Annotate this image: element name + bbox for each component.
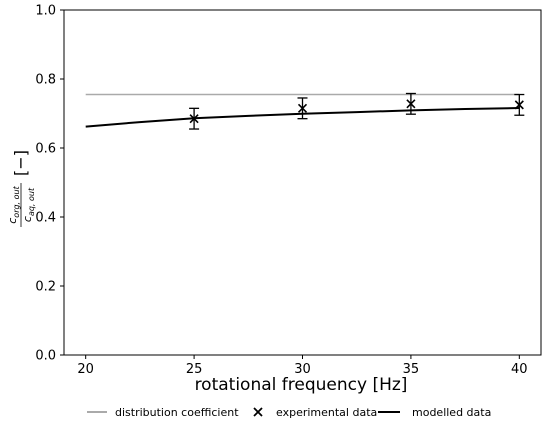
y-label-denominator: c — [21, 216, 34, 222]
legend: distribution coefficient experimental da… — [87, 406, 491, 419]
legend-item-distribution-coefficient: distribution coefficient — [87, 406, 239, 419]
x-tick-label-3: 35 — [403, 362, 420, 377]
y-tick-label-5: 1.0 — [35, 4, 56, 19]
x-marker-stroke-b — [406, 99, 416, 109]
legend-item-modelled-data: modelled data — [378, 406, 491, 419]
series-line-modelled-data — [85, 107, 520, 128]
legend-item-experimental-data: experimental data — [253, 406, 377, 419]
y-label-unit: [−] — [11, 150, 30, 176]
data-point-experimental-data-3 — [514, 93, 525, 116]
x-tick-label-4: 40 — [511, 362, 528, 377]
plot-area — [85, 92, 525, 130]
legend-label-distribution-coefficient: distribution coefficient — [115, 406, 239, 419]
y-tick-label-1: 0.2 — [35, 280, 56, 295]
legend-swatch-experimental-data — [253, 407, 263, 417]
y-label-numerator-sub: org, out — [12, 185, 21, 217]
plot-frame — [63, 9, 542, 356]
y-label-denominator-sub: aq, out — [27, 187, 36, 216]
x-tick-label-0: 20 — [77, 362, 94, 377]
y-label-numerator: c — [6, 218, 19, 224]
y-tick-label-0: 0.0 — [35, 349, 56, 364]
data-point-experimental-data-1 — [297, 97, 308, 120]
y-tick-label-4: 0.8 — [35, 73, 56, 88]
svg-text:caq, out: caq, out — [21, 187, 36, 222]
x-tick-label-2: 30 — [294, 362, 311, 377]
y-axis-label: corg, out caq, out [−] — [6, 150, 36, 227]
svg-text:corg, out: corg, out — [6, 185, 21, 223]
y-tick-label-2: 0.4 — [35, 211, 56, 226]
legend-label-modelled-data: modelled data — [412, 406, 491, 419]
x-marker-stroke-b — [297, 103, 308, 113]
y-tick-label-3: 0.6 — [35, 142, 56, 157]
axes: 20 25 30 35 40 0.0 0.2 0.4 0.6 0.8 1.0 — [35, 4, 542, 377]
x-axis-label: rotational frequency [Hz] — [195, 375, 408, 395]
legend-label-experimental-data: experimental data — [276, 406, 377, 419]
x-tick-label-1: 25 — [186, 362, 203, 377]
